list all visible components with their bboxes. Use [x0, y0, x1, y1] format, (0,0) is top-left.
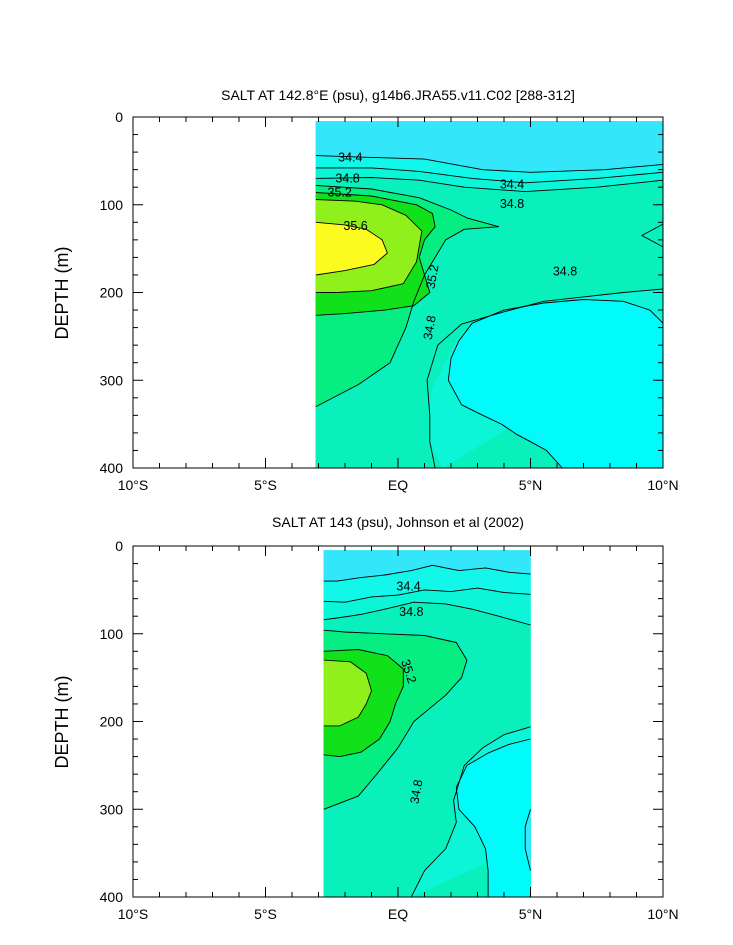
- x-tick-label: 10°N: [647, 477, 678, 493]
- contour-line-8: [524, 809, 531, 871]
- contour-line-9: [641, 223, 664, 248]
- y-tick-label: 200: [100, 285, 124, 301]
- contour-line-5: [323, 659, 372, 727]
- contour-label: 35.6: [343, 219, 367, 233]
- y-tick-label: 200: [100, 714, 124, 730]
- chart-bottom: SALT AT 143 (psu), Johnson et al (2002) …: [52, 514, 679, 922]
- y-tick-label: 100: [100, 197, 124, 213]
- x-tick-label: 10°N: [647, 906, 678, 922]
- contour-label: 34.4: [338, 150, 362, 164]
- contour-label: 34.8: [500, 197, 524, 211]
- contour-label: 34.4: [500, 178, 524, 192]
- contour-line-35.6: [315, 221, 388, 276]
- y-axis-label: DEPTH (m): [52, 676, 72, 769]
- contour-line-8: [447, 299, 664, 469]
- x-tick-label: EQ: [388, 906, 408, 922]
- contour-line-35.2: [323, 649, 404, 758]
- contour-label: 34.4: [396, 579, 420, 593]
- contour-line-34.8: [410, 726, 531, 898]
- contour-line-34.8: [315, 177, 664, 193]
- chart-title: SALT AT 143 (psu), Johnson et al (2002): [272, 514, 524, 530]
- x-tick-label: 5°S: [254, 477, 277, 493]
- contour-labels: 34.434.835.235.634.434.835.234.834.8: [328, 150, 578, 340]
- filled-contours: [323, 550, 531, 898]
- y-tick-label: 400: [100, 460, 124, 476]
- contour-label: 35.2: [423, 263, 441, 289]
- contour-line-3: [323, 629, 468, 810]
- y-axis-label: DEPTH (m): [52, 247, 72, 340]
- axis-ticks: 10°S 5°S EQ 5°N 10°N 0 100 200 300 400: [100, 109, 679, 493]
- contour-line-34.4: [323, 587, 531, 603]
- contour-line-34.8: [323, 601, 531, 626]
- contour-label: 34.8: [335, 171, 359, 185]
- y-tick-label: 300: [100, 801, 124, 817]
- contour-lines: [315, 155, 664, 469]
- filled-contours: [315, 121, 664, 469]
- contour-line-7: [455, 738, 531, 897]
- y-tick-label: 100: [100, 626, 124, 642]
- chart-top: SALT AT 142.8°E (psu), g14b6.JRA55.v11.C…: [52, 87, 679, 493]
- chart-title: SALT AT 142.8°E (psu), g14b6.JRA55.v11.C…: [221, 87, 575, 103]
- contour-line-5: [315, 199, 423, 293]
- contour-line-1: [315, 167, 664, 184]
- x-tick-label: EQ: [388, 477, 408, 493]
- y-tick-label: 300: [100, 372, 124, 388]
- contour-label: 35.2: [328, 186, 352, 200]
- y-tick-label: 0: [115, 538, 123, 554]
- contour-label: 34.8: [553, 264, 577, 278]
- x-tick-label: 5°S: [254, 906, 277, 922]
- contour-label: 34.8: [407, 778, 425, 804]
- contour-label: 34.8: [399, 605, 423, 619]
- contour-line-0: [323, 564, 531, 582]
- contour-label: 34.8: [421, 314, 439, 340]
- x-tick-label: 5°N: [519, 906, 543, 922]
- contour-line-34.8: [426, 288, 664, 469]
- x-tick-label: 10°S: [118, 477, 149, 493]
- contour-lines: [323, 564, 531, 898]
- y-tick-label: 0: [115, 109, 123, 125]
- axis-ticks: 10°S 5°S EQ 5°N 10°N 0 100 200 300 400: [100, 538, 679, 922]
- y-tick-label: 400: [100, 889, 124, 905]
- contour-line-35.2: [315, 192, 436, 316]
- contour-line-3: [315, 184, 500, 407]
- contour-line-34.4: [315, 155, 664, 173]
- x-tick-label: 10°S: [118, 906, 149, 922]
- x-tick-label: 5°N: [519, 477, 543, 493]
